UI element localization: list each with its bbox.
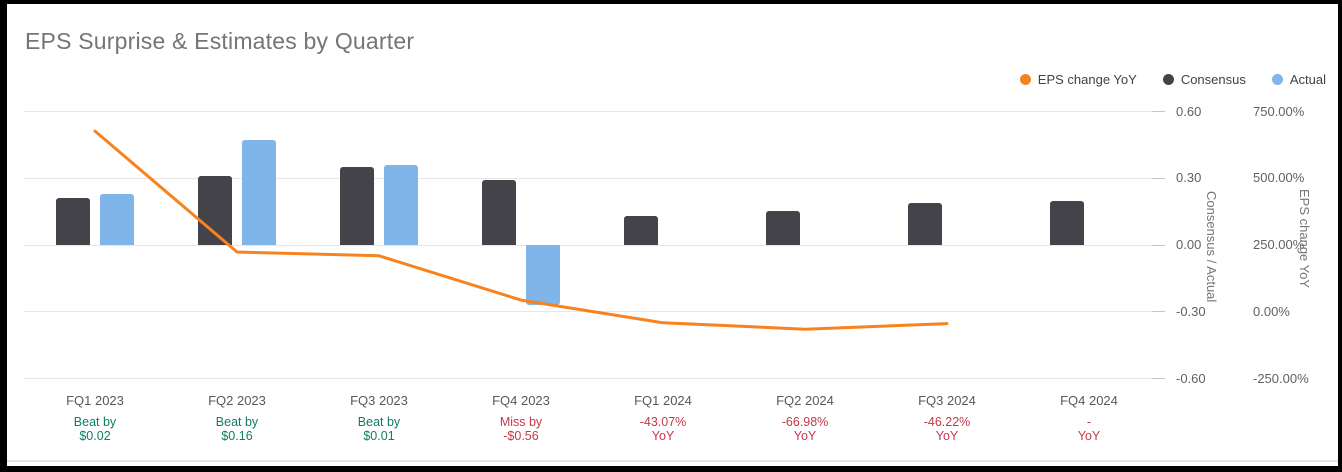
annotation-line1: Miss by bbox=[499, 415, 543, 429]
gridline bbox=[24, 111, 1152, 112]
annotation-line2: -$0.56 bbox=[503, 429, 539, 443]
legend: EPS change YoY Consensus Actual bbox=[1019, 72, 1326, 87]
legend-dot-icon bbox=[1162, 74, 1174, 85]
legend-dot-icon bbox=[1019, 74, 1031, 85]
left-axis-tick-label: 0.00 bbox=[1176, 237, 1202, 252]
left-axis-tick-label: -0.60 bbox=[1176, 370, 1206, 386]
consensus-bar[interactable] bbox=[1050, 200, 1084, 245]
right-axis-tick-label: -250.00% bbox=[1253, 370, 1309, 386]
axis-tick-mark bbox=[1152, 111, 1165, 112]
consensus-bar[interactable] bbox=[482, 180, 516, 245]
annotation-line2: $0.02 bbox=[79, 429, 111, 443]
legend-item-eps-change-yoy[interactable]: EPS change YoY bbox=[1019, 72, 1137, 87]
annotation-line1: Beat by bbox=[73, 415, 117, 429]
legend-item-label: Actual bbox=[1289, 72, 1326, 87]
consensus-bar[interactable] bbox=[624, 216, 658, 245]
right-axis-tick-label: 750.00% bbox=[1253, 103, 1305, 119]
surprise-annotation: Beat by $0.02 bbox=[24, 415, 166, 443]
right-axis-tick-label: 500.00% bbox=[1253, 170, 1305, 186]
left-axis-title: Consensus / Actual bbox=[1204, 190, 1219, 303]
annotation-line2: YoY bbox=[935, 429, 959, 443]
surprise-annotation: Beat by $0.16 bbox=[166, 415, 308, 443]
annotation-line2: $0.01 bbox=[363, 429, 395, 443]
gridline bbox=[24, 177, 1152, 179]
x-axis-label: FQ2 2023 bbox=[208, 393, 266, 408]
annotation-line2: YoY bbox=[651, 429, 675, 443]
actual-bar[interactable] bbox=[100, 193, 134, 245]
gridline bbox=[24, 378, 1152, 379]
surprise-annotation: Miss by -$0.56 bbox=[450, 415, 592, 443]
x-axis-label: FQ3 2023 bbox=[350, 393, 408, 408]
surprise-annotation: - YoY bbox=[1018, 415, 1160, 443]
chart-canvas: EPS Surprise & Estimates by Quarter EPS … bbox=[7, 4, 1338, 466]
x-axis-label: FQ1 2024 bbox=[634, 393, 692, 408]
left-axis-tick-label: -0.30 bbox=[1176, 303, 1206, 319]
x-axis-label: FQ4 2024 bbox=[1060, 393, 1118, 408]
annotation-line1: -46.22% bbox=[923, 415, 971, 429]
annotation-line1: Beat by bbox=[215, 415, 259, 429]
x-axis-label: FQ4 2023 bbox=[492, 393, 550, 408]
bottom-divider bbox=[7, 460, 1338, 462]
surprise-annotation: -66.98% YoY bbox=[734, 415, 876, 443]
actual-bar[interactable] bbox=[526, 245, 560, 306]
consensus-bar[interactable] bbox=[908, 202, 942, 245]
annotation-line2: YoY bbox=[793, 429, 817, 443]
axis-tick-mark bbox=[1152, 244, 1165, 246]
axis-tick-mark bbox=[1152, 378, 1165, 379]
annotation-line1: - bbox=[1086, 415, 1092, 429]
surprise-annotation: -46.22% YoY bbox=[876, 415, 1018, 443]
annotation-line2: YoY bbox=[1077, 429, 1101, 443]
legend-item-label: Consensus bbox=[1180, 72, 1246, 87]
legend-item-consensus[interactable]: Consensus bbox=[1162, 72, 1246, 87]
legend-item-label: EPS change YoY bbox=[1037, 72, 1137, 87]
annotation-line1: -43.07% bbox=[639, 415, 687, 429]
axis-tick-mark bbox=[1152, 311, 1165, 313]
x-axis-label: FQ2 2024 bbox=[776, 393, 834, 408]
axis-tick-mark bbox=[1152, 177, 1165, 179]
right-axis-tick-label: 250.00% bbox=[1253, 237, 1305, 252]
surprise-annotation: Beat by $0.01 bbox=[308, 415, 450, 443]
consensus-bar[interactable] bbox=[340, 167, 374, 245]
consensus-bar[interactable] bbox=[56, 198, 90, 245]
surprise-annotation: -43.07% YoY bbox=[592, 415, 734, 443]
right-axis-tick-label: 0.00% bbox=[1253, 303, 1290, 319]
gridline bbox=[24, 244, 1152, 246]
left-axis-tick-label: 0.30 bbox=[1176, 170, 1202, 186]
legend-item-actual[interactable]: Actual bbox=[1271, 72, 1326, 87]
annotation-line1: Beat by bbox=[357, 415, 401, 429]
consensus-bar[interactable] bbox=[766, 210, 800, 245]
x-axis-label: FQ1 2023 bbox=[66, 393, 124, 408]
actual-bar[interactable] bbox=[384, 164, 418, 245]
consensus-bar[interactable] bbox=[198, 176, 232, 245]
chart-title: EPS Surprise & Estimates by Quarter bbox=[25, 28, 415, 54]
gridline bbox=[24, 311, 1152, 313]
legend-dot-icon bbox=[1271, 74, 1283, 85]
left-axis-tick-label: 0.60 bbox=[1176, 103, 1202, 119]
annotation-line2: $0.16 bbox=[221, 429, 253, 443]
annotation-line1: -66.98% bbox=[781, 415, 829, 429]
x-axis-label: FQ3 2024 bbox=[918, 393, 976, 408]
right-axis-title: EPS change YoY bbox=[1297, 189, 1312, 289]
actual-bar[interactable] bbox=[242, 140, 276, 245]
